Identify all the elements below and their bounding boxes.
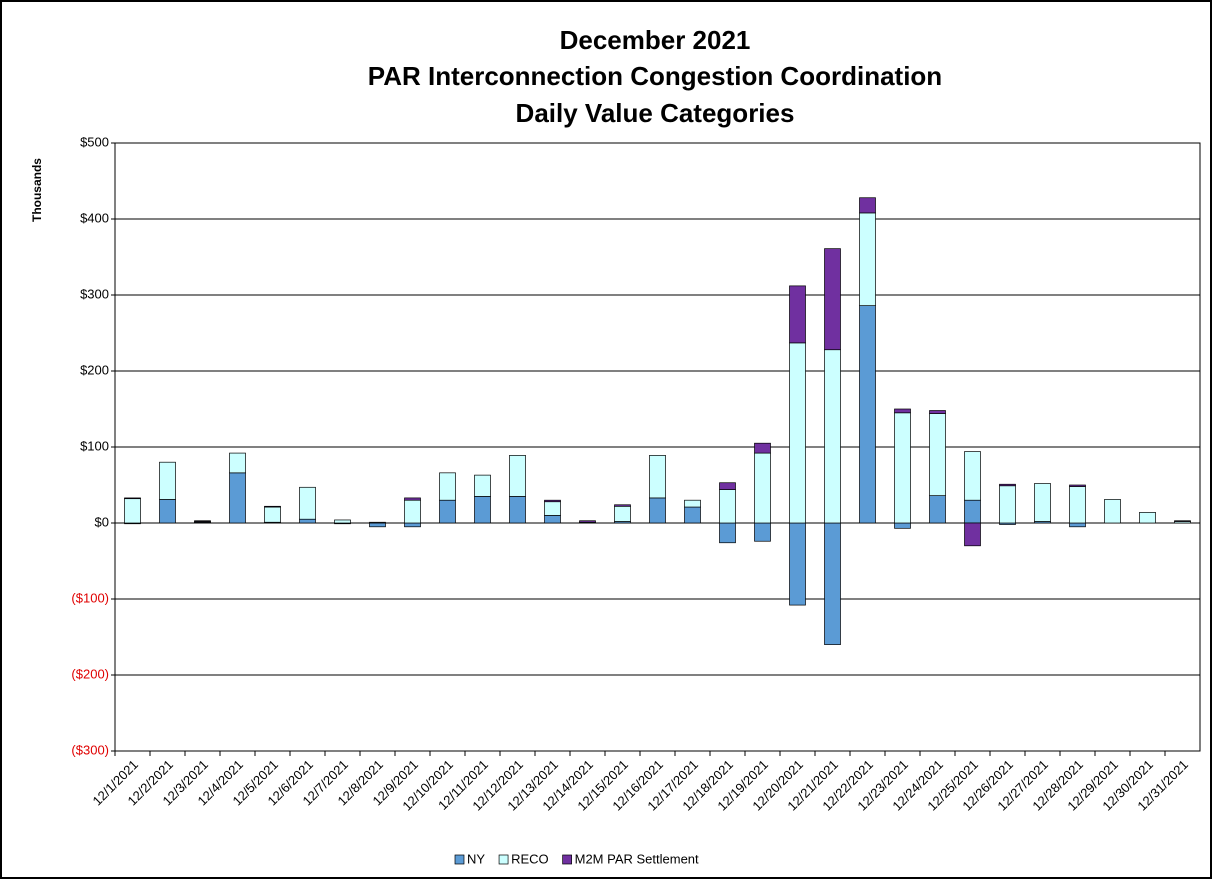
- bar-segment: [789, 522, 806, 606]
- bar-segment: [929, 495, 946, 524]
- bar-segment: [544, 501, 561, 516]
- y-tick-label: $200: [80, 362, 109, 377]
- bar-segment: [159, 461, 176, 500]
- bar-segment: [614, 505, 631, 522]
- bar-segment: [474, 496, 491, 524]
- bar-segment: [859, 212, 876, 306]
- bar-segment: [299, 486, 316, 520]
- bar-segment: [824, 349, 841, 524]
- bar-segment: [964, 499, 981, 524]
- y-tick-label: ($300): [71, 742, 109, 757]
- legend-swatch: [562, 854, 572, 865]
- bar-segment: [159, 499, 176, 524]
- bar-segment: [404, 497, 421, 501]
- bar-segment: [894, 412, 911, 524]
- bar-segment: [229, 452, 246, 474]
- bar-segment: [859, 197, 876, 214]
- bar-segment: [124, 497, 141, 500]
- y-tick-label: $500: [80, 134, 109, 149]
- y-tick-label: ($100): [71, 590, 109, 605]
- y-tick-label: ($200): [71, 666, 109, 681]
- bar-segment: [719, 489, 736, 524]
- bar-segment: [1069, 484, 1086, 487]
- bar-segment: [964, 451, 981, 501]
- bar-segment: [369, 522, 386, 528]
- bar-segment: [124, 498, 141, 524]
- bar-segment: [544, 499, 561, 503]
- bar-segment: [509, 455, 526, 497]
- bar-segment: [999, 483, 1016, 487]
- bar-segment: [649, 455, 666, 499]
- bar-segment: [824, 248, 841, 351]
- y-tick-label: $300: [80, 286, 109, 301]
- bar-segment: [684, 506, 701, 524]
- legend-swatch: [498, 854, 509, 865]
- bar-segment: [789, 342, 806, 524]
- bar-segment: [894, 408, 911, 414]
- bar-segment: [754, 442, 771, 454]
- bar-segment: [509, 496, 526, 524]
- y-axis-label: Thousands: [30, 158, 44, 222]
- bar-segment: [474, 474, 491, 497]
- bar-segment: [299, 518, 316, 524]
- chart-title: December 2021: [560, 25, 751, 55]
- bar-segment: [649, 497, 666, 524]
- bar-segment: [929, 410, 946, 414]
- bar-segment: [614, 504, 631, 507]
- y-tick-label: $400: [80, 210, 109, 225]
- bar-segment: [929, 413, 946, 496]
- bar-segment: [894, 522, 911, 529]
- bar-segment: [229, 472, 246, 524]
- bar-segment: [964, 522, 981, 547]
- bar-segment: [439, 472, 456, 501]
- bar-segment: [579, 520, 596, 523]
- legend-label: M2M PAR Settlement: [575, 851, 699, 866]
- bar-segment: [999, 485, 1016, 524]
- bar-segment: [859, 305, 876, 524]
- chart-title: PAR Interconnection Congestion Coordinat…: [368, 61, 942, 91]
- bar-segment: [334, 519, 351, 524]
- bar-segment: [1069, 522, 1086, 528]
- bar-segment: [719, 522, 736, 544]
- bar-segment: [194, 520, 211, 522]
- legend-label: NY: [467, 851, 485, 866]
- chart-title: Daily Value Categories: [516, 98, 795, 128]
- bar-segment: [754, 452, 771, 524]
- bar-segment: [544, 515, 561, 524]
- bar-segment: [404, 499, 421, 524]
- bar-segment: [439, 499, 456, 524]
- bar-segment: [824, 522, 841, 645]
- bar-segment: [1034, 483, 1051, 522]
- bar-segment: [264, 505, 281, 508]
- bar-segment: [684, 499, 701, 508]
- bar-segment: [789, 285, 806, 344]
- bar-segment: [754, 522, 771, 542]
- bar-segment: [719, 482, 736, 490]
- legend-label: RECO: [511, 851, 549, 866]
- y-tick-label: $0: [95, 514, 109, 529]
- bar-segment: [1174, 520, 1191, 522]
- bar-segment: [264, 506, 281, 523]
- y-tick-label: $100: [80, 438, 109, 453]
- bar-segment: [404, 522, 421, 528]
- bar-segment: [1139, 512, 1156, 524]
- legend-swatch: [454, 854, 465, 865]
- bar-segment: [1104, 499, 1121, 524]
- bar-segment: [1069, 486, 1086, 524]
- bar-segment: [369, 521, 386, 524]
